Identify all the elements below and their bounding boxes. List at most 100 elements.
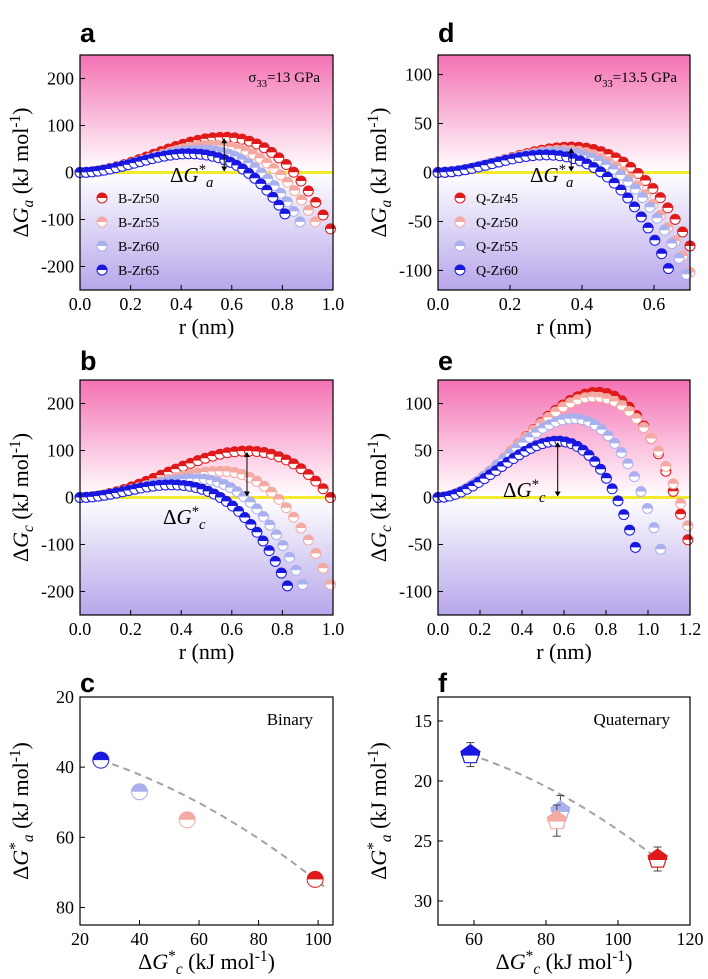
marker-top-half [609, 396, 620, 402]
panel-label: e [438, 346, 453, 376]
plot-frame [79, 379, 334, 616]
data-point [635, 485, 647, 497]
marker-top-half [261, 185, 272, 191]
data-point [288, 511, 300, 523]
data-point [310, 475, 322, 487]
data-point [649, 234, 661, 246]
panel-label: d [438, 18, 455, 48]
x-tick-label: 0.2 [119, 619, 142, 639]
x-tick-label: 80 [537, 929, 555, 949]
marker-top-half [275, 169, 286, 175]
x-tick-label: 0.0 [69, 619, 92, 639]
panel-f: f 60 80 100 120 15 20 25 30 ΔG*​c​ (kJ mol-1​) ΔG*… [365, 668, 704, 978]
y-tick-label: 80 [56, 897, 74, 917]
marker-top-half [586, 152, 597, 158]
marker-top-half [279, 208, 290, 214]
data-point [281, 580, 293, 592]
y-tick-label: -100 [399, 260, 432, 280]
point-Q-Zr50 [546, 804, 568, 837]
marker-top-half [303, 535, 314, 541]
marker-top-half [288, 206, 299, 212]
marker-top-half [269, 180, 280, 186]
data-point [251, 526, 263, 538]
marker-top-half [251, 139, 262, 145]
panel-a: a 0.0 0.2 0.4 0.6 0.8 1.0 -200 -100 0 100 200 r (nm)… [7, 18, 344, 339]
plot-frame [437, 696, 691, 926]
x-tick-label: 0.4 [170, 294, 193, 314]
data-point [273, 199, 285, 211]
marker-top-half [276, 568, 287, 574]
marker-top-half [277, 540, 288, 546]
y-tick-label: -50 [408, 535, 432, 555]
marker-top-half [281, 454, 292, 460]
marker-top-half [640, 175, 651, 181]
legend-marker [96, 264, 108, 276]
marker-top-half [215, 492, 226, 498]
data-point [261, 157, 273, 169]
x-tick-label: 0.4 [170, 619, 193, 639]
marker-top-half [229, 467, 240, 473]
data-point [295, 194, 307, 206]
marker-top-half [593, 155, 604, 161]
marker-top-half [249, 173, 260, 179]
marker-top-half [318, 563, 329, 569]
data-point [295, 463, 307, 475]
marker-top-half [227, 501, 238, 507]
marker-top-half [663, 263, 674, 269]
data-point [92, 751, 110, 769]
marker-top-half [595, 464, 606, 470]
marker-top-half [648, 849, 668, 860]
data-point [289, 185, 301, 197]
marker-top-half [237, 134, 248, 140]
marker-top-half [630, 542, 641, 548]
y-tick-label: 15 [414, 711, 432, 731]
x-tick-label: 80 [250, 929, 268, 949]
x-tick-label: 0.6 [221, 294, 244, 314]
data-point [625, 161, 637, 173]
data-point [629, 541, 641, 553]
marker-top-half [273, 451, 284, 457]
data-point [178, 811, 196, 829]
y-tick-label: -100 [41, 210, 74, 230]
marker-top-half [655, 544, 666, 550]
barrier-label: ΔG*​c​ [503, 477, 546, 506]
marker-top-half [273, 200, 284, 206]
marker-top-half [288, 458, 299, 464]
y-tick-label: 20 [414, 771, 432, 791]
data-point [601, 171, 613, 183]
marker-top-half [666, 238, 677, 244]
marker-top-half [636, 211, 647, 217]
data-point [275, 567, 287, 579]
marker-top-half [455, 241, 465, 246]
x-tick-label: 0.8 [595, 619, 618, 639]
series-B-Zr65 [74, 479, 293, 592]
data-point [666, 238, 678, 250]
marker-top-half [281, 159, 292, 165]
marker-top-half [460, 744, 480, 756]
data-point [302, 185, 314, 197]
marker-top-half [282, 177, 293, 183]
marker-top-half [268, 163, 279, 169]
data-point [612, 495, 624, 507]
marker-top-half [251, 503, 262, 509]
marker-top-half [655, 192, 666, 198]
x-tick-label: 100 [305, 929, 332, 949]
y-tick-label: 50 [414, 441, 432, 461]
marker-top-half [625, 162, 636, 168]
marker-top-half [618, 157, 629, 163]
x-tick-label: 0.0 [427, 619, 450, 639]
marker-top-half [92, 752, 109, 761]
plot-frame [437, 379, 691, 616]
marker-top-half [289, 185, 300, 191]
marker-top-half [681, 269, 692, 275]
marker-top-half [609, 438, 620, 444]
marker-top-half [571, 148, 582, 154]
marker-top-half [616, 447, 627, 453]
marker-top-half [275, 188, 286, 194]
marker-top-half [318, 209, 329, 215]
data-point [615, 169, 627, 181]
marker-top-half [643, 222, 654, 228]
marker-top-half [237, 469, 248, 475]
data-point [651, 212, 663, 224]
